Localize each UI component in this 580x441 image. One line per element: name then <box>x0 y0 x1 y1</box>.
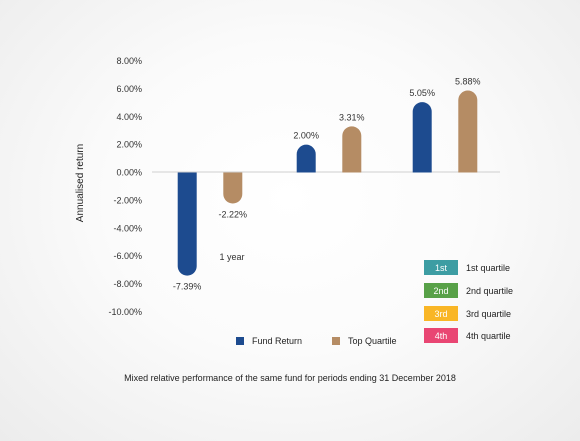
quartile-badge-4th: 4th <box>424 328 458 343</box>
y-tick-label: 8.00% <box>116 56 142 66</box>
data-label: 3.31% <box>339 112 365 122</box>
y-tick-label: -6.00% <box>113 251 142 261</box>
quartile-label-3rd: 3rd quartile <box>466 308 512 319</box>
y-tick-label: 4.00% <box>116 112 142 122</box>
data-label: -7.39% <box>173 282 202 292</box>
category-label: 1 year <box>219 252 244 262</box>
quartile-badge-2nd: 2nd <box>424 283 458 298</box>
bar-top-quartile <box>223 172 243 204</box>
data-label: 5.05% <box>409 88 435 98</box>
quartile-badge-1st: 1st <box>424 260 458 275</box>
bar-top-quartile <box>458 90 478 173</box>
series-legend: Fund Return Top Quartile <box>236 336 397 346</box>
y-tick-label: 2.00% <box>116 140 142 150</box>
legend-item-top-quartile: Top Quartile <box>332 336 397 346</box>
quartile-badge-3rd: 3rd <box>424 306 458 321</box>
y-tick-label: 0.00% <box>116 168 142 178</box>
y-tick-label: 6.00% <box>116 84 142 94</box>
y-axis-label: Annualised return <box>75 144 86 222</box>
quartile-label-2nd: 2nd quartile <box>466 285 514 296</box>
y-axis: 8.00% 6.00% 4.00% 2.00% 0.00% -2.00% -4.00% -6.… <box>108 56 142 317</box>
legend-label-top-quartile: Top Quartile <box>348 336 397 346</box>
chart-caption: Mixed relative performance of the same f… <box>124 373 456 383</box>
legend-swatch-top-quartile <box>332 337 341 345</box>
bars <box>177 90 478 276</box>
y-tick-label: -4.00% <box>113 223 142 233</box>
y-tick-label: -2.00% <box>113 195 142 205</box>
bar-top-quartile <box>342 126 362 173</box>
quartile-row-2nd: 2nd 2nd quartile <box>424 283 513 298</box>
y-tick-label: -10.00% <box>108 307 142 317</box>
quartile-label-1st: 1st quartile <box>466 262 511 273</box>
bar-fund-return <box>177 172 197 276</box>
y-tick-label: -8.00% <box>113 279 142 289</box>
data-label: 2.00% <box>293 131 319 141</box>
quartile-row-1st: 1st 1st quartile <box>424 260 510 275</box>
quartile-row-4th: 4th 4th quartile <box>424 328 511 343</box>
legend-item-fund-return: Fund Return <box>236 336 302 346</box>
bar-fund-return <box>296 144 316 173</box>
quartile-row-3rd: 3rd 3rd quartile <box>424 306 511 321</box>
data-labels: -7.39% 2.00% 5.05% -2.22% 3.31% 5.88% 1 year <box>173 77 481 292</box>
legend-swatch-fund-return <box>236 337 244 345</box>
data-label: 5.88% <box>455 77 481 87</box>
legend-label-fund-return: Fund Return <box>252 336 303 346</box>
quartile-label-4th: 4th quartile <box>466 330 511 341</box>
bar-fund-return <box>412 102 432 173</box>
data-label: -2.22% <box>219 210 248 220</box>
